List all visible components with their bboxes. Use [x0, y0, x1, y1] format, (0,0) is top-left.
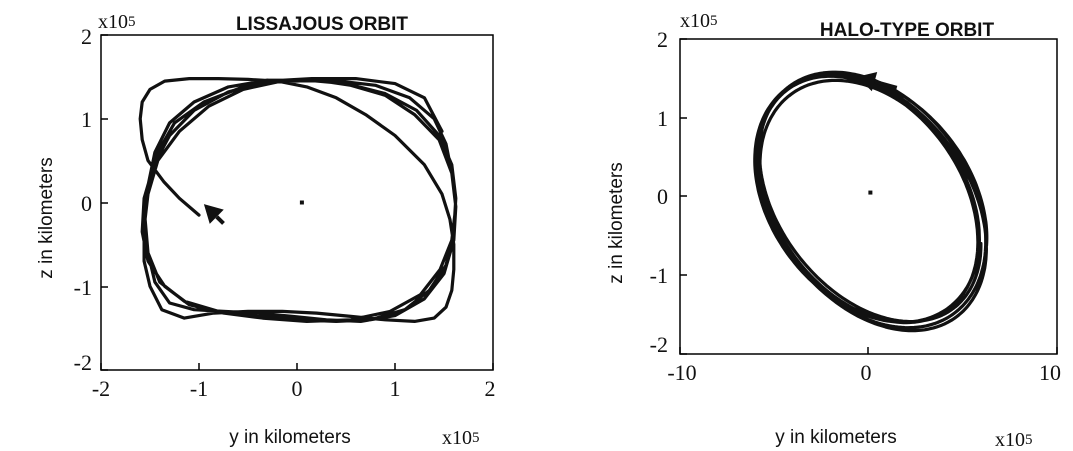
- halo-xlabel: y in kilometers: [775, 427, 896, 448]
- lissajous-panel: LISSAJOUS ORBIT x105 -2 -1 0 1 2 2 1 0 -…: [36, 11, 496, 449]
- lissajous-y-tick-label: 0: [81, 191, 92, 216]
- halo-panel: HALO-TYPE ORBIT x105 -10 0 10 2 1 0 -1 -…: [606, 10, 1061, 451]
- lissajous-y-ticks: 2 1 0 -1 -2: [74, 24, 108, 375]
- lissajous-x-multiplier: x105: [442, 427, 480, 449]
- halo-marks: [753, 70, 989, 333]
- lissajous-x-tick-label: 2: [485, 376, 496, 401]
- lissajous-orbit-trace: [138, 77, 458, 323]
- halo-orbit-trace: [753, 70, 989, 333]
- lissajous-x-ticks: -2 -1 0 1 2: [92, 363, 496, 401]
- halo-x-multiplier: x105: [995, 429, 1033, 451]
- lissajous-y-multiplier: x105: [98, 11, 136, 33]
- lissajous-xlabel: y in kilometers: [229, 427, 350, 448]
- halo-y-tick-label: -1: [650, 263, 668, 288]
- halo-x-tick-label: 10: [1039, 360, 1061, 385]
- halo-direction-arrow-shaft: [873, 79, 898, 90]
- lissajous-y-tick-label: -1: [74, 275, 92, 300]
- lissajous-x-tick-label: -1: [190, 376, 208, 401]
- lissajous-y-multiplier-base: x10: [98, 11, 128, 33]
- halo-x-tick-label: 0: [861, 360, 872, 385]
- lissajous-x-multiplier-exp: 5: [472, 430, 480, 446]
- lissajous-direction-arrow-head: [203, 204, 224, 224]
- halo-y-ticks: 2 1 0 -1 -2: [650, 27, 687, 357]
- halo-y-tick-label: -2: [650, 332, 668, 357]
- lissajous-ylabel: z in kilometers: [36, 157, 57, 278]
- halo-y-multiplier-base: x10: [680, 10, 710, 32]
- halo-title: HALO-TYPE ORBIT: [820, 20, 995, 41]
- halo-y-multiplier: x105: [680, 10, 718, 32]
- lissajous-x-tick-label: 0: [292, 376, 303, 401]
- lissajous-y-multiplier-exp: 5: [128, 14, 136, 30]
- halo-x-ticks: -10 0 10: [667, 347, 1061, 385]
- lissajous-center-point: [299, 200, 304, 205]
- halo-x-multiplier-base: x10: [995, 429, 1025, 451]
- lissajous-marks: [138, 77, 458, 323]
- halo-x-tick-label: -10: [667, 360, 696, 385]
- lissajous-y-tick-label: 1: [81, 107, 92, 132]
- lissajous-x-tick-label: -2: [92, 376, 110, 401]
- lissajous-x-multiplier-base: x10: [442, 427, 472, 449]
- lissajous-direction-arrow-shaft: [215, 215, 225, 225]
- halo-direction-arrow-head: [857, 71, 878, 92]
- halo-y-tick-label: 1: [657, 106, 668, 131]
- halo-y-tick-label: 0: [657, 184, 668, 209]
- halo-y-multiplier-exp: 5: [710, 13, 718, 29]
- lissajous-title: LISSAJOUS ORBIT: [236, 14, 408, 35]
- lissajous-y-tick-label: -2: [74, 350, 92, 375]
- lissajous-y-tick-label: 2: [81, 24, 92, 49]
- halo-x-multiplier-exp: 5: [1025, 432, 1033, 448]
- halo-y-tick-label: 2: [657, 27, 668, 52]
- halo-ylabel: z in kilometers: [606, 162, 627, 283]
- halo-center-point: [868, 190, 873, 195]
- lissajous-x-tick-label: 1: [390, 376, 401, 401]
